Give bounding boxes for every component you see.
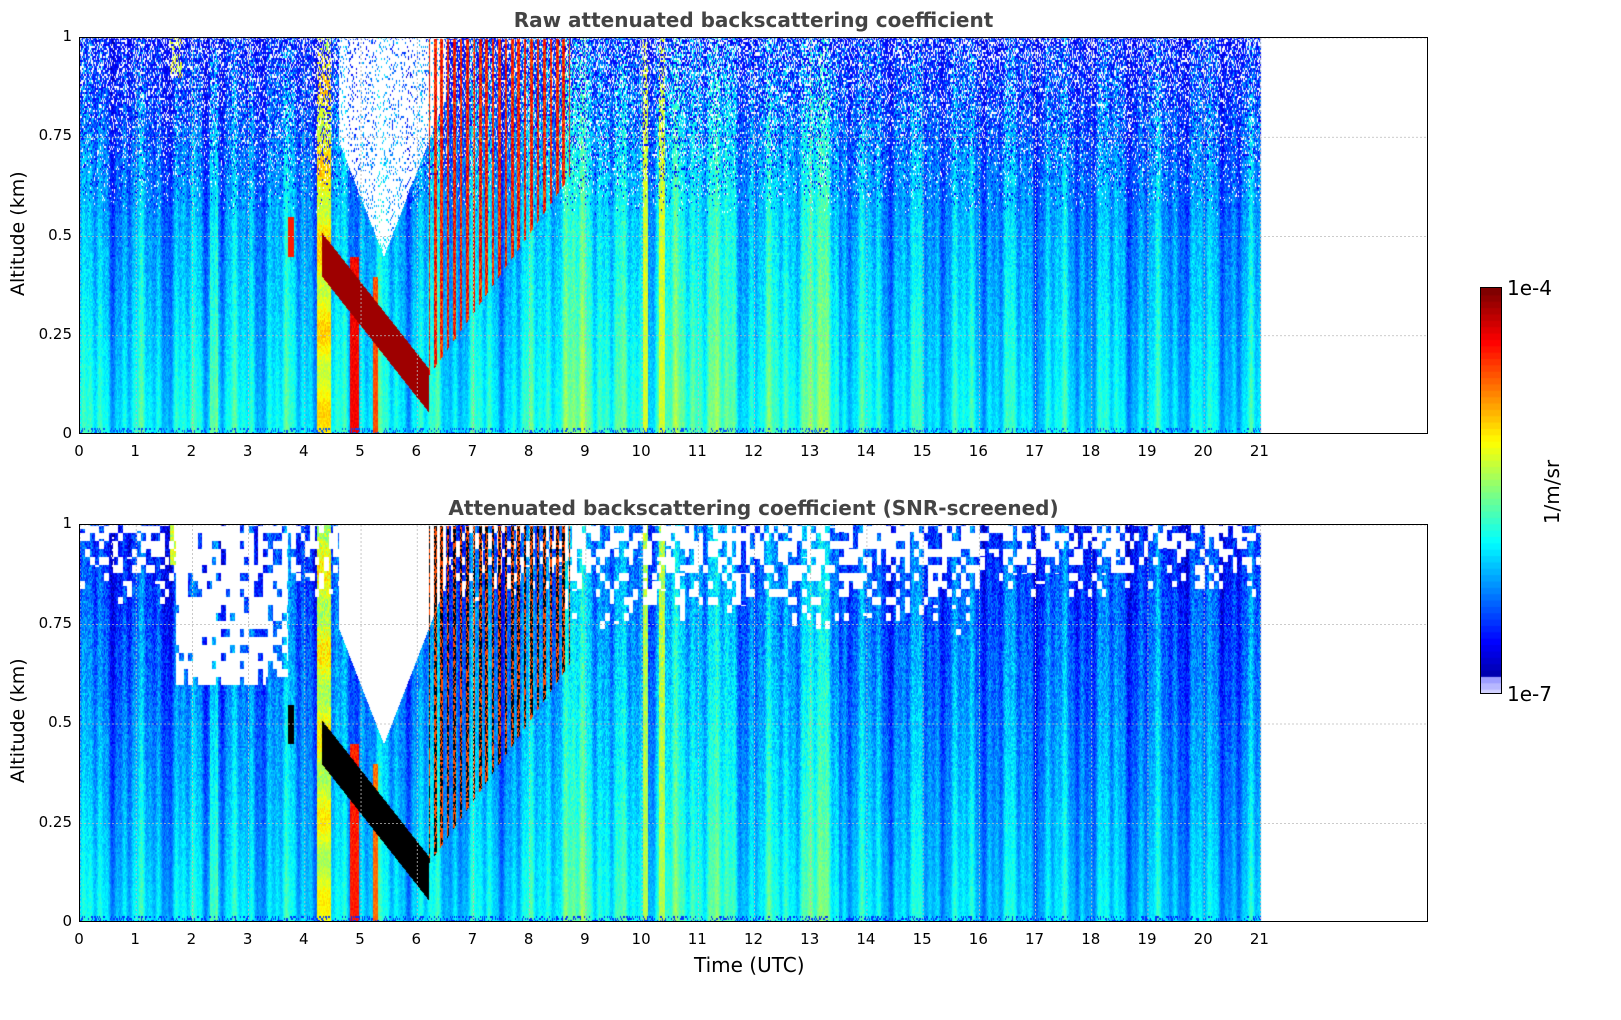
x-tick-label: 11: [687, 930, 707, 948]
x-tick-label: 9: [580, 442, 590, 460]
panel2-plot: [79, 524, 1428, 922]
x-tick-label: 10: [631, 930, 651, 948]
x-tick-label: 2: [186, 930, 197, 948]
y-tick-label: 0: [62, 912, 72, 930]
x-tick-label: 14: [856, 930, 876, 948]
x-tick-label: 14: [856, 442, 876, 460]
x-tick-label: 8: [523, 930, 534, 948]
x-tick-label: 20: [1193, 930, 1213, 948]
x-tick-label: 1: [130, 442, 140, 460]
x-tick-label: 6: [411, 442, 422, 460]
panel1-plot: [79, 37, 1428, 434]
x-tick-label: 16: [968, 930, 988, 948]
panel1-heatmap: [80, 38, 1427, 433]
x-tick-label: 19: [1137, 930, 1157, 948]
x-tick-label: 0: [74, 442, 84, 460]
y-tick-label: 0.25: [38, 324, 72, 343]
x-tick-label: 4: [299, 442, 309, 460]
colorbar-max-label: 1e-4: [1507, 276, 1552, 300]
y-tick-label: 0.25: [38, 812, 72, 831]
x-tick-label: 13: [800, 930, 820, 948]
x-tick-label: 10: [631, 442, 651, 460]
panel2-title: Attenuated backscattering coefficient (S…: [448, 496, 1059, 520]
x-tick-label: 12: [743, 442, 764, 460]
x-tick-label: 21: [1249, 442, 1269, 460]
x-tick-label: 4: [299, 930, 309, 948]
x-tick-label: 0: [74, 930, 84, 948]
x-tick-label: 9: [580, 930, 590, 948]
panel2-xlabel: Time (UTC): [694, 953, 805, 977]
x-tick-label: 18: [1081, 930, 1101, 948]
x-tick-label: 21: [1249, 930, 1269, 948]
colorbar-min-label: 1e-7: [1507, 682, 1552, 706]
y-tick-label: 0.5: [48, 225, 72, 244]
x-tick-label: 7: [467, 442, 478, 460]
x-tick-label: 13: [800, 442, 820, 460]
panel1-title: Raw attenuated backscattering coefficien…: [513, 8, 994, 32]
x-tick-label: 7: [467, 930, 478, 948]
panel2-heatmap: [80, 525, 1427, 921]
x-tick-label: 15: [912, 442, 932, 460]
x-tick-label: 8: [523, 442, 534, 460]
x-tick-label: 16: [968, 442, 988, 460]
x-tick-label: 12: [743, 930, 764, 948]
panel1-ylabel: Altitude (km): [7, 171, 29, 296]
colorbar: [1480, 287, 1502, 694]
y-tick-label: 0.5: [48, 713, 72, 731]
x-tick-label: 2: [186, 442, 197, 460]
y-tick-label: 0.75: [38, 613, 72, 632]
x-tick-label: 6: [411, 930, 422, 948]
x-tick-label: 18: [1081, 442, 1101, 460]
x-tick-label: 3: [242, 442, 253, 460]
x-tick-label: 15: [912, 930, 932, 948]
y-tick-label: 1: [62, 514, 72, 532]
x-tick-label: 1: [130, 930, 140, 948]
y-tick-label: 0: [62, 424, 72, 442]
x-tick-label: 19: [1137, 442, 1157, 460]
x-tick-label: 20: [1193, 442, 1213, 460]
x-tick-label: 5: [355, 930, 365, 948]
colorbar-title: 1/m/sr: [1540, 459, 1564, 525]
x-tick-label: 11: [687, 442, 707, 460]
colorbar-gradient: [1481, 288, 1501, 693]
x-tick-label: 17: [1024, 442, 1045, 460]
panel2-ylabel: Altitude (km): [7, 658, 29, 783]
y-tick-label: 1: [62, 27, 72, 45]
x-tick-label: 17: [1024, 930, 1045, 948]
x-tick-label: 3: [242, 930, 253, 948]
x-tick-label: 5: [355, 442, 365, 460]
y-tick-label: 0.75: [38, 126, 72, 145]
